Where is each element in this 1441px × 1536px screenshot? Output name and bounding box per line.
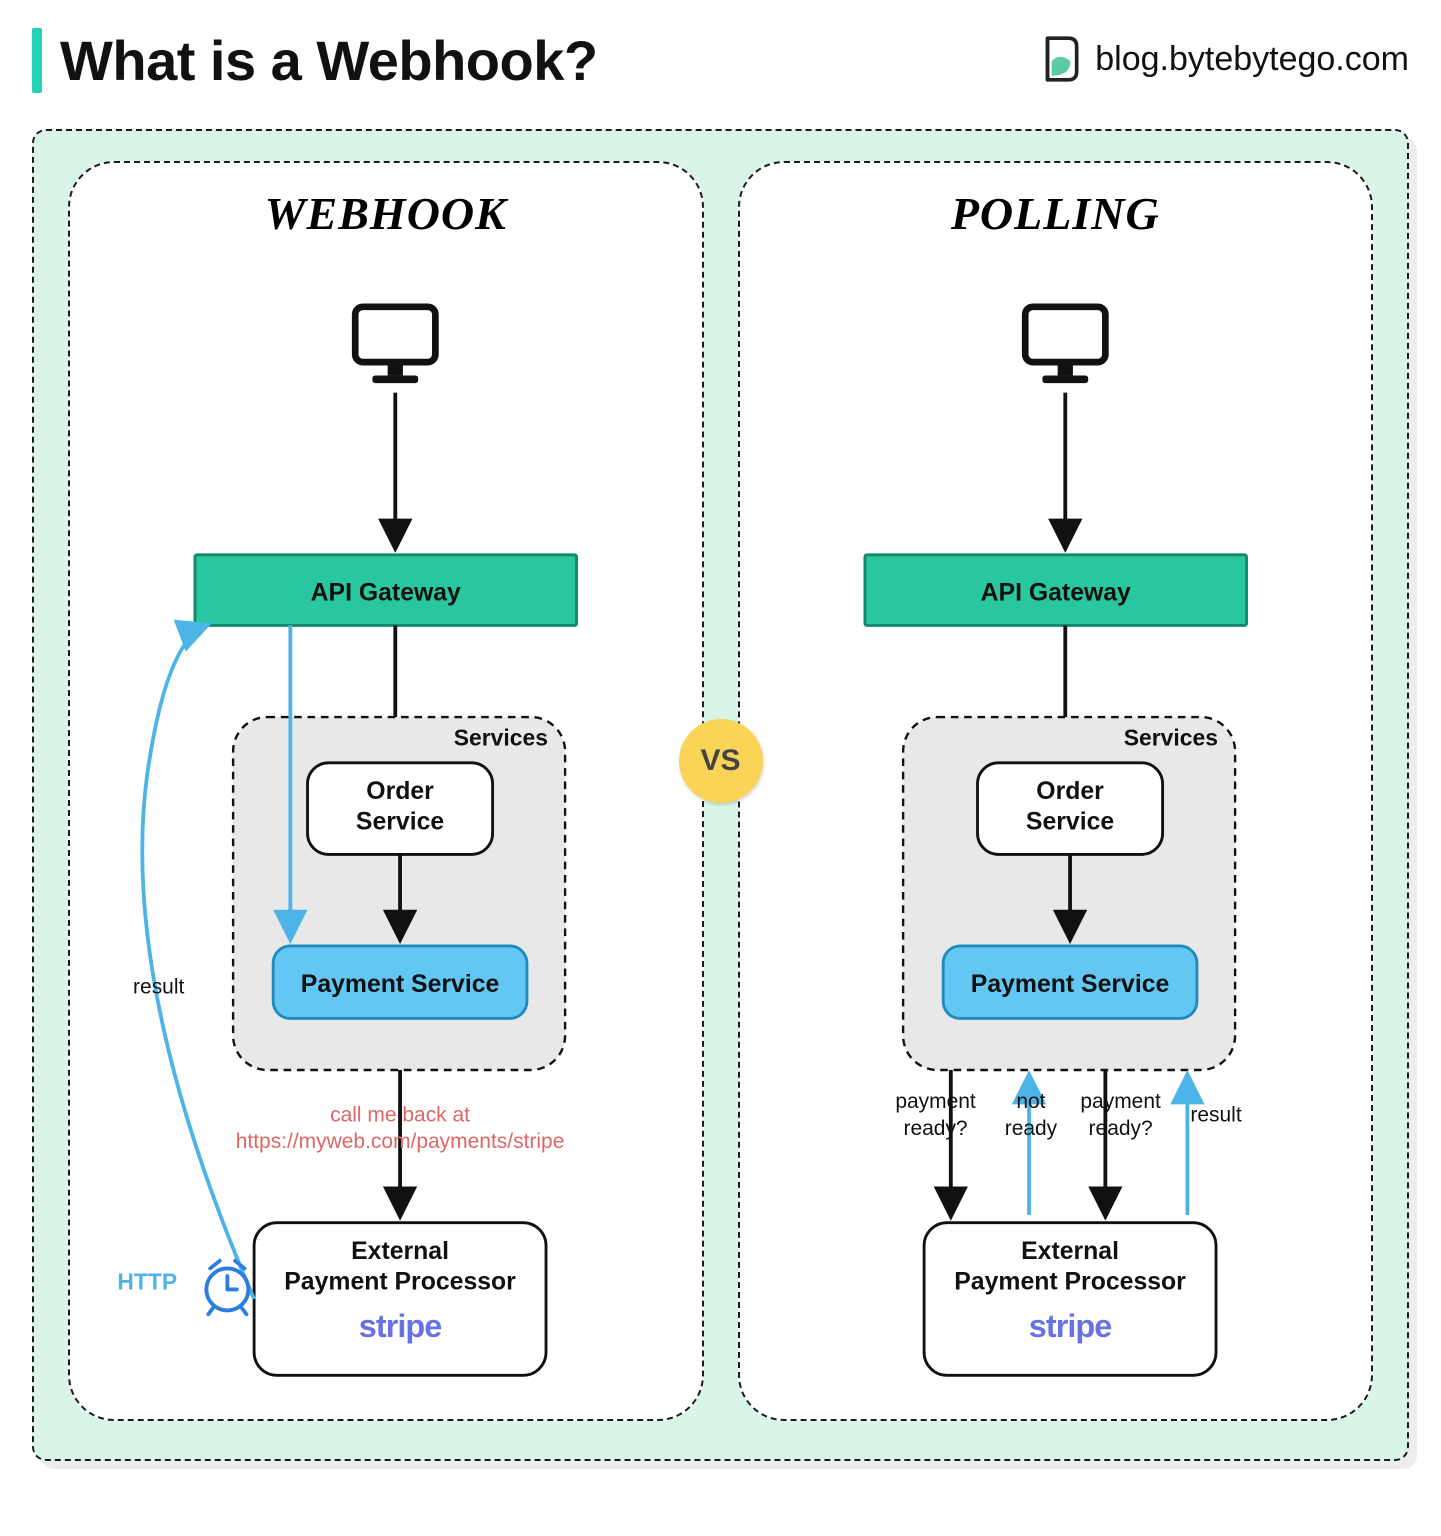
order-service-label-2: Service xyxy=(1025,809,1113,836)
order-service-label-1: Order xyxy=(1036,778,1104,805)
webhook-panel: WEBHOOK xyxy=(68,161,704,1421)
outer-panel: WEBHOOK xyxy=(32,129,1409,1461)
order-service-label-2: Service xyxy=(356,809,444,836)
panels-row: WEBHOOK xyxy=(68,161,1373,1421)
callback-text-1: call me back at xyxy=(330,1104,470,1127)
page-title: What is a Webhook? xyxy=(60,28,598,93)
external-l1: External xyxy=(1021,1238,1119,1265)
services-header-label: Services xyxy=(454,725,548,751)
vs-badge: VS xyxy=(679,719,763,803)
webhook-diagram: API Gateway Services Order Service Payme… xyxy=(90,240,682,1385)
api-gateway-label: API Gateway xyxy=(980,580,1130,607)
order-service-label-1: Order xyxy=(366,778,434,805)
polling-diagram: API Gateway Services Order Service Payme… xyxy=(760,240,1352,1385)
result-label: result xyxy=(133,976,184,999)
bytebytego-logo-icon xyxy=(1039,34,1081,84)
poll-label-1a: payment xyxy=(895,1090,976,1113)
stripe-label: stripe xyxy=(1028,1308,1111,1344)
poll-label-3a: payment xyxy=(1080,1090,1161,1113)
polling-panel: POLLING API Gate xyxy=(738,161,1374,1421)
poll-label-3b: ready? xyxy=(1088,1117,1152,1140)
header: What is a Webhook? blog.bytebytego.com xyxy=(32,28,1409,93)
external-l2: Payment Processor xyxy=(284,1268,516,1295)
clock-icon xyxy=(206,1261,248,1314)
title-wrap: What is a Webhook? xyxy=(32,28,598,93)
callback-text-2: https://myweb.com/payments/stripe xyxy=(236,1130,565,1153)
accent-bar xyxy=(32,28,42,93)
external-l2: Payment Processor xyxy=(954,1268,1186,1295)
brand-text: blog.bytebytego.com xyxy=(1095,40,1409,79)
payment-service-label: Payment Service xyxy=(301,971,500,998)
external-l1: External xyxy=(351,1238,449,1265)
services-header-label: Services xyxy=(1123,725,1217,751)
http-label: HTTP xyxy=(117,1268,177,1294)
payment-service-label: Payment Service xyxy=(970,971,1168,998)
brand: blog.bytebytego.com xyxy=(1039,28,1409,84)
poll-label-4: result xyxy=(1190,1104,1241,1127)
poll-label-2a: not xyxy=(1016,1090,1045,1113)
client-monitor-icon xyxy=(1025,307,1105,383)
stripe-label: stripe xyxy=(359,1308,442,1344)
poll-label-1b: ready? xyxy=(903,1117,967,1140)
poll-label-2b: ready xyxy=(1004,1117,1057,1140)
webhook-title: WEBHOOK xyxy=(90,187,682,240)
polling-title: POLLING xyxy=(760,187,1352,240)
client-monitor-icon xyxy=(355,307,435,383)
api-gateway-label: API Gateway xyxy=(311,580,461,607)
